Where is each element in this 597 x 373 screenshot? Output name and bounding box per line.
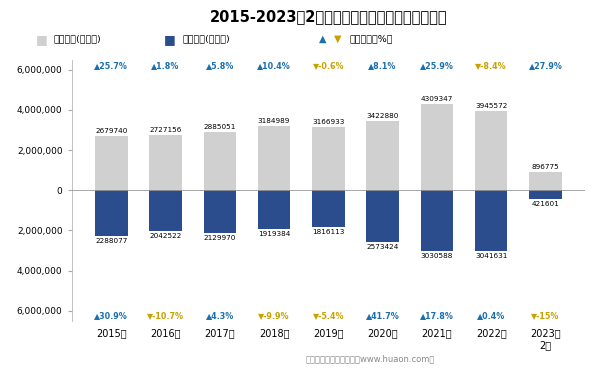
Text: ▼-8.4%: ▼-8.4% [475,61,507,70]
Text: 制图：华经产业研究院（www.huaon.com）: 制图：华经产业研究院（www.huaon.com） [306,355,435,364]
Text: ▼-10.7%: ▼-10.7% [147,311,184,320]
Text: 4309347: 4309347 [421,95,453,102]
Text: ▲27.9%: ▲27.9% [528,61,562,70]
Text: ▲8.1%: ▲8.1% [368,61,397,70]
Text: 3945572: 3945572 [475,103,507,109]
Text: 3184989: 3184989 [258,118,290,124]
Text: ▲25.7%: ▲25.7% [94,61,128,70]
Text: 2129970: 2129970 [204,235,236,241]
Bar [475,190,507,251]
Text: ▼: ▼ [334,34,341,44]
Text: ▲17.8%: ▲17.8% [420,311,454,320]
Bar [421,190,453,251]
Text: ■: ■ [164,33,176,46]
Bar [258,126,290,190]
Bar [421,104,453,190]
Bar [149,190,182,231]
Text: 2573424: 2573424 [367,244,399,250]
Text: ▲25.9%: ▲25.9% [420,61,454,70]
Text: ■: ■ [36,33,48,46]
Text: 421601: 421601 [531,201,559,207]
Text: 1816113: 1816113 [312,229,344,235]
Text: ▲30.9%: ▲30.9% [94,311,128,320]
Text: 2885051: 2885051 [204,124,236,130]
Bar [367,190,399,242]
Text: ▲10.4%: ▲10.4% [257,61,291,70]
Text: ▼-15%: ▼-15% [531,311,559,320]
Text: 3041631: 3041631 [475,253,507,259]
Text: ▲4.3%: ▲4.3% [206,311,234,320]
Text: 进口总额(万美元): 进口总额(万美元) [182,35,230,44]
Text: 2042522: 2042522 [149,233,181,239]
Text: 896775: 896775 [531,164,559,170]
Text: ▲0.4%: ▲0.4% [477,311,505,320]
Text: ▼-5.4%: ▼-5.4% [313,311,344,320]
Bar [475,111,507,190]
Bar [367,122,399,190]
Text: 2288077: 2288077 [95,238,127,244]
Bar [258,190,290,229]
Text: ▲5.8%: ▲5.8% [205,61,234,70]
Title: 2015-2023年2月郑州新郑综合保税区进、出口额: 2015-2023年2月郑州新郑综合保税区进、出口额 [210,9,447,24]
Text: 1919384: 1919384 [258,231,290,237]
Text: 2727156: 2727156 [149,128,181,134]
Text: 3422880: 3422880 [367,113,399,119]
Text: ▲41.7%: ▲41.7% [366,311,399,320]
Text: ▼-0.6%: ▼-0.6% [313,61,344,70]
Text: 2679740: 2679740 [95,128,127,134]
Text: 同比增速（%）: 同比增速（%） [349,35,393,44]
Bar [95,137,128,190]
Bar [312,190,344,227]
Bar [312,126,344,190]
Bar [204,132,236,190]
Text: ▼-9.9%: ▼-9.9% [259,311,290,320]
Bar [529,190,562,199]
Bar [149,135,182,190]
Text: ▲: ▲ [319,34,326,44]
Text: ▲1.8%: ▲1.8% [152,61,180,70]
Text: 出口总额(万美元): 出口总额(万美元) [54,35,101,44]
Bar [529,172,562,190]
Text: 3166933: 3166933 [312,119,344,125]
Text: 3030588: 3030588 [421,253,453,259]
Bar [95,190,128,236]
Bar [204,190,236,233]
